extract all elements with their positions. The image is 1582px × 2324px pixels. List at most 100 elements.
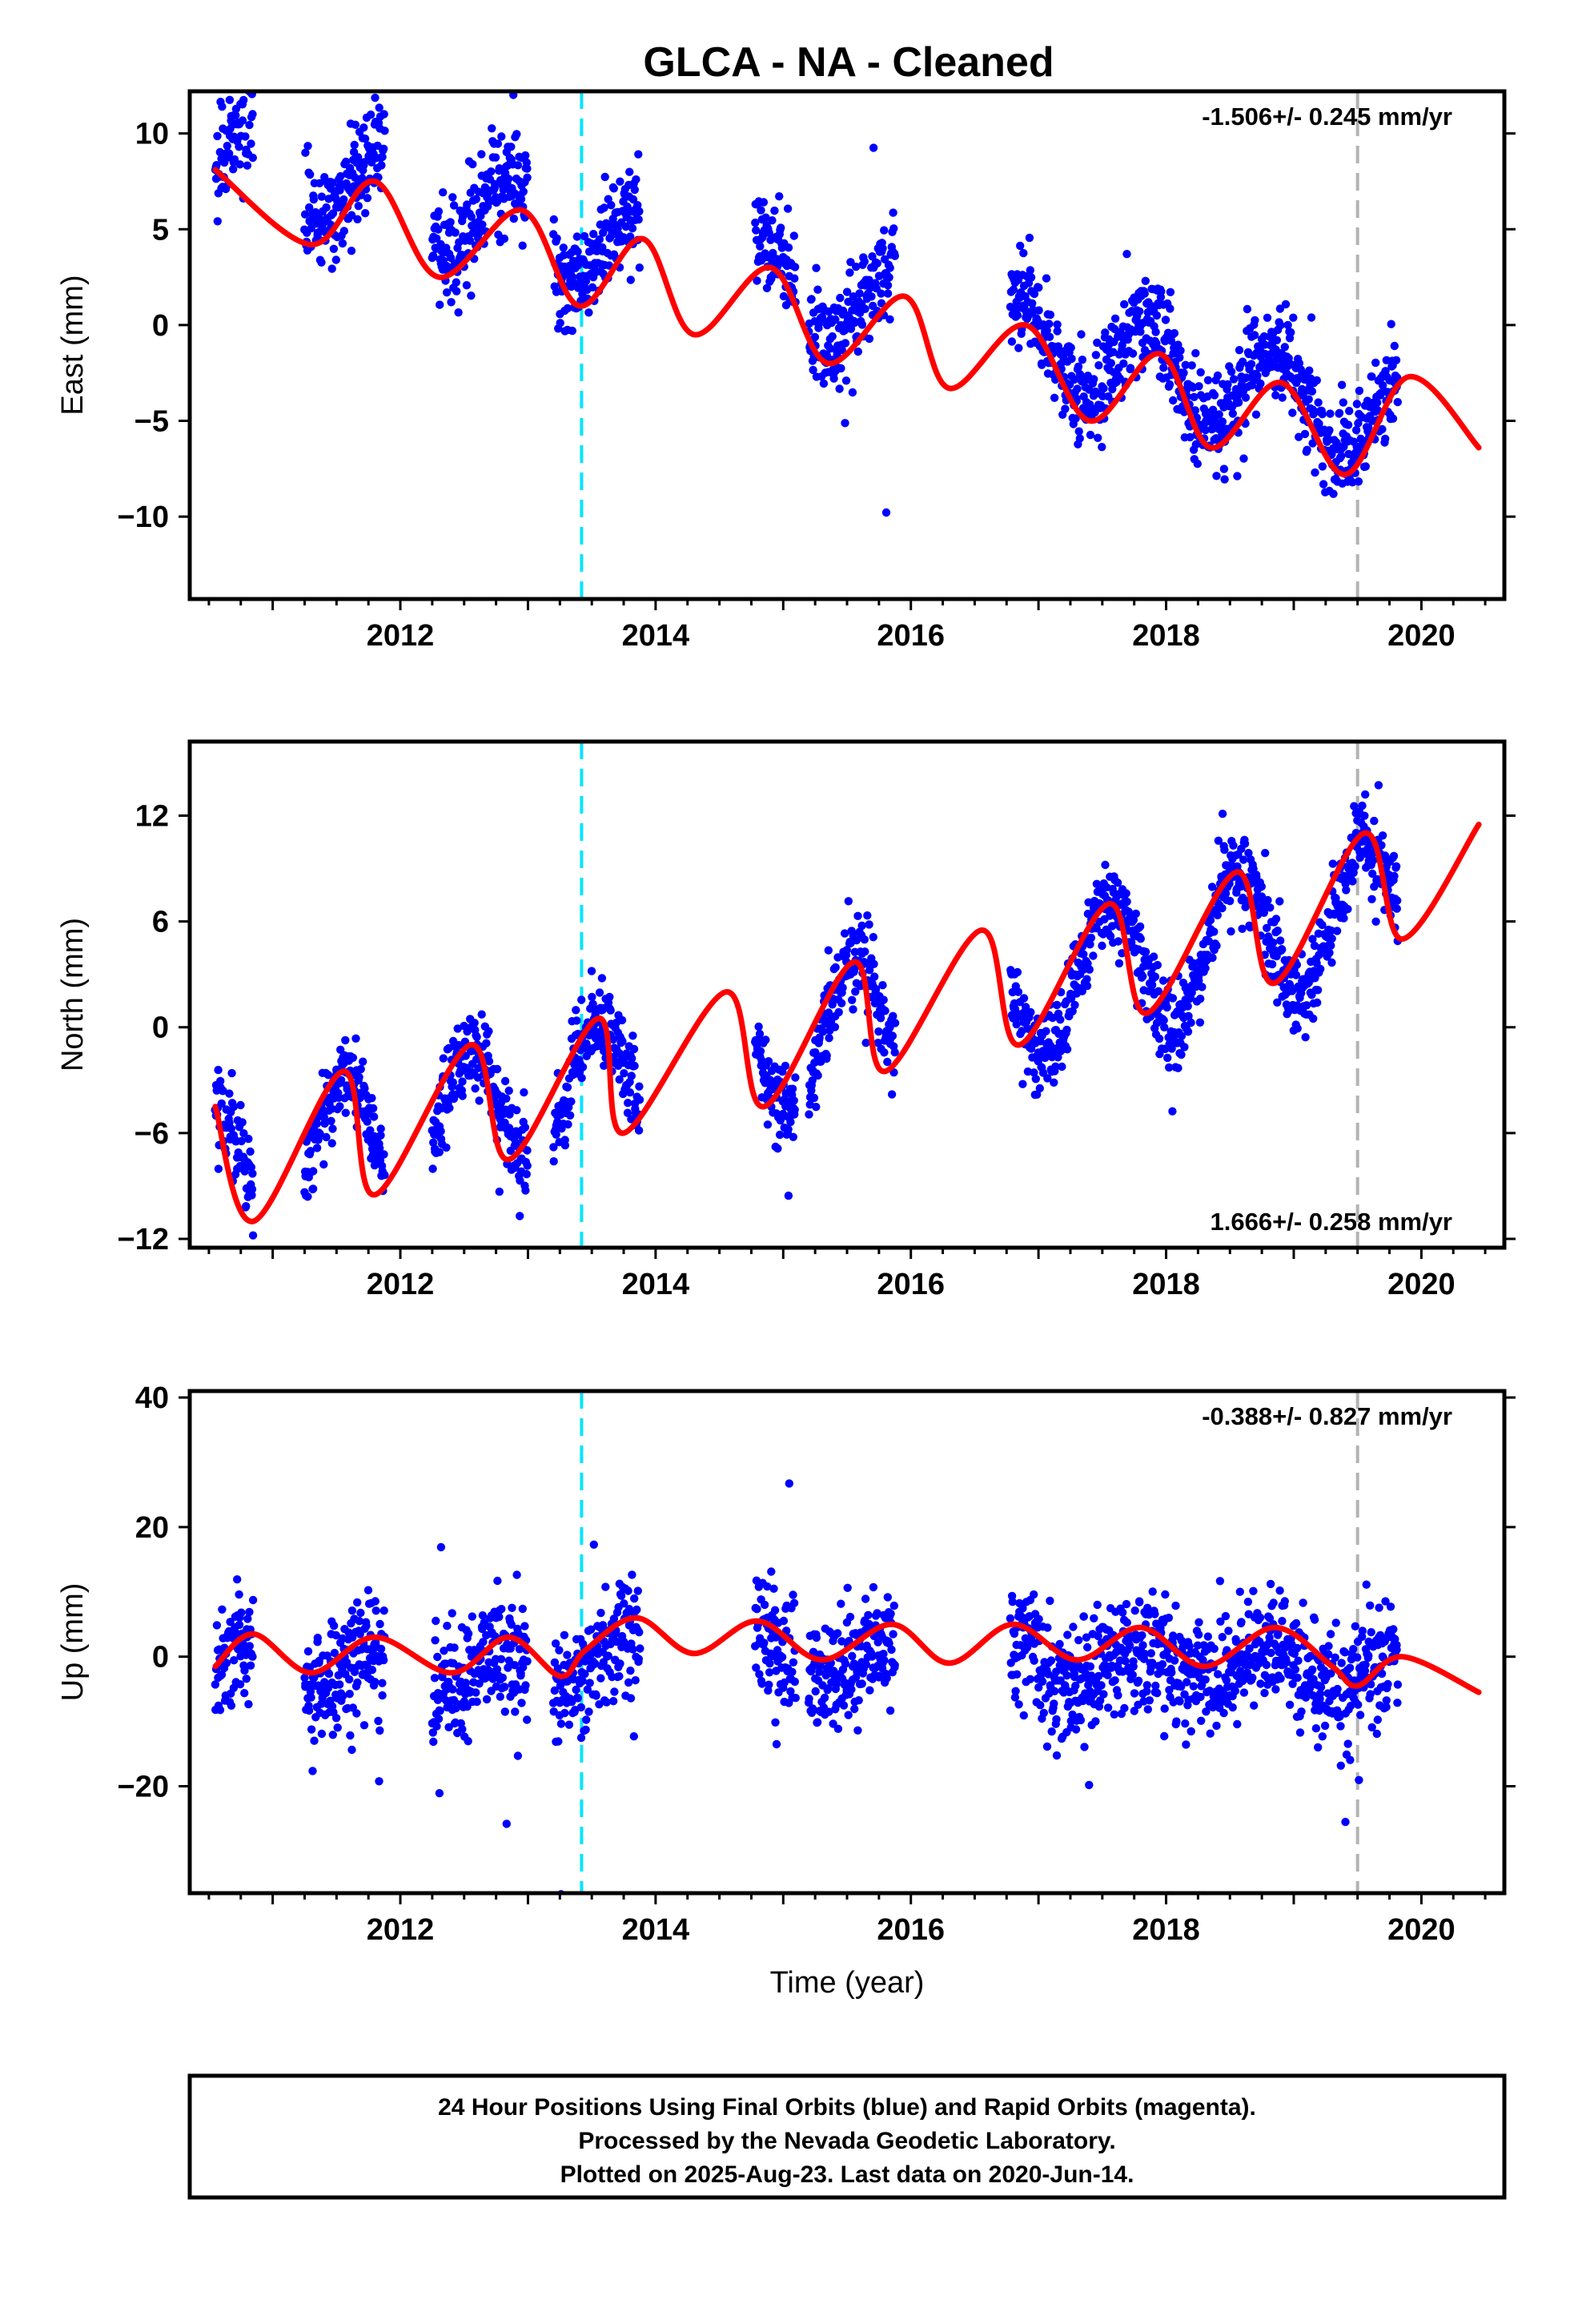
position-point: [1250, 331, 1259, 340]
position-point: [1189, 1682, 1199, 1691]
position-point: [789, 1132, 797, 1142]
position-point: [760, 1600, 769, 1610]
position-point: [520, 1622, 529, 1630]
position-point: [443, 1622, 452, 1630]
position-point: [511, 1707, 520, 1716]
position-point: [1122, 250, 1131, 259]
position-point: [1165, 380, 1174, 389]
position-point: [812, 1633, 821, 1642]
position-point: [484, 1057, 494, 1066]
position-point: [335, 1680, 344, 1689]
position-point: [840, 929, 849, 938]
position-point: [765, 1680, 773, 1689]
position-point: [1149, 952, 1158, 961]
position-point: [777, 223, 785, 232]
position-point: [1187, 988, 1196, 997]
position-point: [1307, 387, 1317, 396]
position-point: [1303, 1001, 1311, 1010]
position-point: [361, 209, 370, 218]
position-point: [889, 1601, 899, 1610]
position-point: [1195, 976, 1203, 985]
position-point: [560, 1630, 569, 1640]
position-point: [580, 1670, 589, 1679]
position-point: [359, 158, 369, 167]
position-point: [523, 1161, 532, 1170]
position-point: [1160, 1704, 1169, 1713]
position-point: [1042, 1742, 1052, 1751]
position-point: [1106, 931, 1115, 941]
position-point: [1176, 346, 1185, 355]
position-point: [247, 1191, 256, 1200]
position-point: [773, 1144, 782, 1153]
position-point: [1083, 1642, 1092, 1652]
position-point: [1206, 1729, 1215, 1738]
position-point: [869, 143, 878, 152]
position-point: [1074, 427, 1083, 436]
position-point: [1390, 871, 1399, 881]
position-point: [246, 34, 254, 42]
position-point: [319, 1160, 328, 1169]
position-point: [1014, 344, 1023, 352]
position-point: [1143, 1705, 1153, 1714]
x-tick-label: 2014: [622, 1268, 690, 1301]
position-point: [1198, 983, 1207, 991]
position-point: [1263, 313, 1272, 322]
position-point: [577, 995, 586, 1004]
position-point: [1213, 371, 1223, 380]
position-point: [1130, 1689, 1139, 1698]
position-point: [1071, 1725, 1081, 1734]
position-point: [813, 1071, 822, 1080]
position-point: [1368, 856, 1378, 865]
position-point: [1300, 429, 1310, 439]
position-point: [465, 236, 475, 245]
position-point: [1233, 1719, 1242, 1729]
position-point: [1101, 328, 1110, 337]
position-point: [217, 1099, 226, 1108]
position-point: [1361, 790, 1370, 799]
position-point: [451, 228, 460, 237]
position-point: [477, 1010, 486, 1019]
position-point: [237, 67, 245, 75]
position-point: [889, 224, 898, 233]
position-point: [1256, 379, 1265, 388]
position-point: [628, 1645, 637, 1654]
position-point: [347, 247, 356, 255]
position-point: [449, 201, 459, 210]
position-point: [757, 206, 765, 215]
position-point: [1007, 337, 1017, 346]
position-point: [595, 235, 604, 244]
position-point: [597, 974, 607, 983]
position-point: [1240, 839, 1250, 848]
position-point: [1280, 343, 1290, 352]
position-point: [356, 1064, 365, 1074]
position-point: [1045, 320, 1054, 328]
position-point: [560, 1141, 570, 1150]
position-point: [1053, 327, 1062, 336]
position-point: [1388, 414, 1398, 423]
position-point: [354, 153, 363, 162]
position-point: [568, 326, 576, 336]
position-point: [1231, 1637, 1241, 1647]
position-point: [1273, 927, 1283, 935]
position-point: [783, 204, 793, 213]
position-point: [1235, 1587, 1245, 1596]
position-point: [1269, 1598, 1278, 1607]
position-point: [628, 1031, 637, 1040]
position-point: [573, 1694, 582, 1703]
position-point: [328, 209, 338, 218]
position-point: [446, 253, 456, 263]
position-point: [815, 1033, 824, 1042]
position-point: [376, 1644, 386, 1654]
position-point: [852, 262, 861, 271]
position-point: [1339, 398, 1348, 407]
position-point: [861, 947, 869, 956]
position-point: [346, 1731, 355, 1740]
position-point: [498, 1673, 507, 1683]
position-point: [1387, 320, 1395, 328]
position-point: [1090, 375, 1098, 384]
position-point: [1055, 1639, 1064, 1649]
position-point: [512, 1106, 521, 1115]
position-point: [307, 223, 315, 233]
position-point: [809, 365, 817, 375]
position-point: [1378, 424, 1387, 434]
